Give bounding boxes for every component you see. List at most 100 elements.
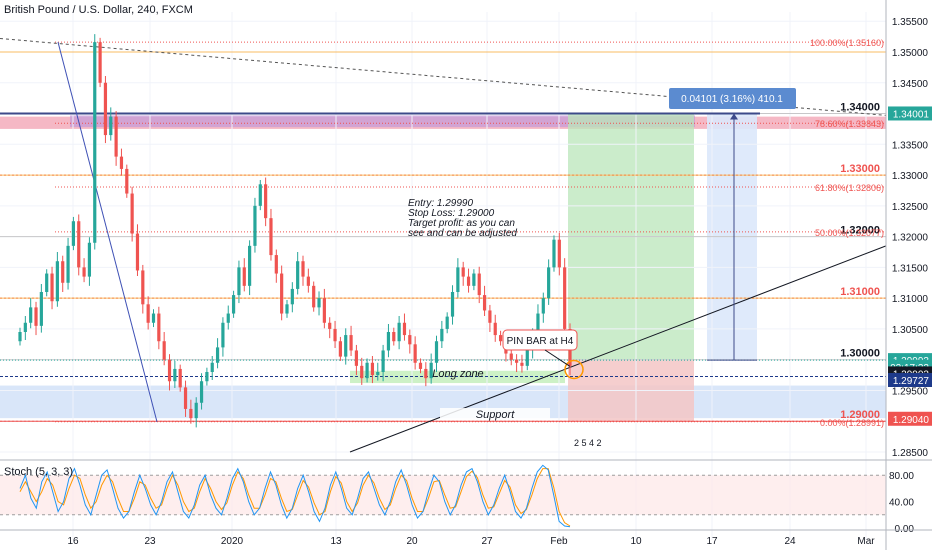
- candle-body: [456, 267, 460, 292]
- pin-bar-circle: [564, 359, 584, 380]
- level-label: 1.29000: [840, 409, 880, 421]
- candle-body: [39, 292, 43, 326]
- candle-body: [93, 42, 97, 243]
- candle-body: [109, 116, 113, 136]
- price-tag: [888, 106, 932, 121]
- price-tick-label: 1.29500: [892, 386, 929, 397]
- candle-body: [215, 347, 220, 363]
- fib-label: 61.80%(1.32806): [815, 183, 884, 193]
- events-row: 2 5 4 2: [574, 438, 602, 448]
- candle-body: [317, 298, 321, 308]
- candle-body: [354, 350, 359, 366]
- candle-body: [541, 298, 545, 314]
- time-tick-label: 17: [706, 536, 718, 547]
- price-tag-label: 1.29040: [893, 415, 930, 426]
- candle-body: [296, 261, 300, 289]
- price-tick-label: 1.28500: [892, 448, 929, 459]
- candle-body: [29, 307, 33, 323]
- candle-body: [386, 332, 391, 351]
- candle-body: [301, 261, 305, 277]
- price-tick-label: 1.31500: [892, 263, 929, 274]
- fib-anchor-line: [57, 42, 158, 422]
- candle-body: [370, 362, 375, 376]
- time-tick-label: 16: [67, 536, 79, 547]
- measure-box: [669, 88, 796, 109]
- candle-body: [194, 402, 198, 419]
- candle-body: [450, 292, 455, 317]
- time-tick-label: Feb: [550, 536, 568, 547]
- candle-body: [424, 368, 428, 379]
- candle-body: [231, 295, 236, 314]
- candle-body: [498, 335, 503, 342]
- price-tag-label: 1.34001: [893, 109, 930, 120]
- candle-body: [493, 322, 497, 336]
- candle-body: [264, 184, 268, 219]
- stoch-label: Stoch (5, 3, 3): [4, 466, 74, 478]
- candle-body: [413, 344, 417, 363]
- candle-body: [338, 341, 342, 357]
- candle-body: [50, 273, 54, 302]
- candle-body: [258, 184, 262, 206]
- candle-body: [248, 245, 252, 286]
- price-tick-label: 1.35000: [892, 48, 929, 59]
- candle-body: [18, 332, 22, 342]
- candle-body: [34, 307, 38, 326]
- time-tick-label: 2020: [221, 536, 244, 547]
- candle-body: [141, 270, 145, 305]
- candle-body: [408, 335, 412, 345]
- candle-body: [477, 273, 481, 296]
- candle-body: [61, 261, 65, 283]
- price-tick-label: 1.33500: [892, 140, 929, 151]
- candle-body: [440, 328, 444, 342]
- candle-body: [552, 239, 556, 268]
- candle-body: [119, 156, 124, 169]
- fib-label: 0.00%(1.28991): [820, 418, 884, 428]
- candle-body: [445, 316, 449, 329]
- candle-body: [536, 313, 540, 336]
- candle-body: [87, 242, 92, 277]
- annotations-layer: 1.34000 1.33000 1.32000 1.31000 1.30000 1.290…: [408, 38, 884, 448]
- price-tag-label: 1.29727: [893, 376, 930, 387]
- candle-body: [157, 313, 161, 342]
- fib-label: 50.00%(1.32077): [815, 228, 884, 238]
- price-tick-label: 1.30500: [892, 325, 929, 336]
- stoch-d-line: [19, 468, 571, 527]
- price-tick-label: 1.32000: [892, 233, 929, 244]
- candle-body: [381, 350, 385, 372]
- candle-body: [547, 267, 551, 299]
- candle-body: [66, 245, 70, 283]
- candle-body: [376, 372, 380, 376]
- candle-body: [226, 313, 230, 323]
- candle-body: [515, 359, 519, 363]
- candle-body: [563, 267, 567, 329]
- candle-body: [210, 362, 214, 372]
- candle-body: [328, 322, 332, 329]
- candle-body: [125, 168, 129, 194]
- level-label: 1.34000: [840, 102, 880, 114]
- candle-body: [360, 365, 364, 379]
- level-label: 1.32000: [840, 225, 880, 237]
- candle-body: [173, 368, 177, 382]
- candle-body: [461, 267, 465, 277]
- time-axis: 16 23 2020 13 20 27 Feb 10 17 24 Mar: [0, 529, 932, 547]
- price-tick-label: 1.35500: [892, 17, 929, 28]
- fib-label: 100.00%(1.35160): [810, 38, 884, 48]
- price-tick-label: 1.34500: [892, 79, 929, 90]
- candle-body: [392, 332, 396, 342]
- candle-body: [520, 362, 524, 366]
- pin-bar-label: PIN BAR at H4: [507, 336, 574, 347]
- time-tick-label: 13: [330, 536, 342, 547]
- fib-label: 78.60%(1.33843): [815, 119, 884, 129]
- level-label: 1.31000: [840, 286, 880, 298]
- candle-body: [290, 288, 294, 305]
- candle-body: [333, 328, 337, 342]
- candle-body: [434, 341, 439, 363]
- candle-body: [269, 218, 273, 256]
- entry-note-line: Stop Loss: 1.29000: [408, 208, 495, 219]
- candle-body: [45, 273, 49, 292]
- candle-body: [167, 359, 172, 382]
- candle-body: [322, 298, 326, 323]
- candle-body: [557, 239, 561, 268]
- candle-body: [146, 304, 150, 323]
